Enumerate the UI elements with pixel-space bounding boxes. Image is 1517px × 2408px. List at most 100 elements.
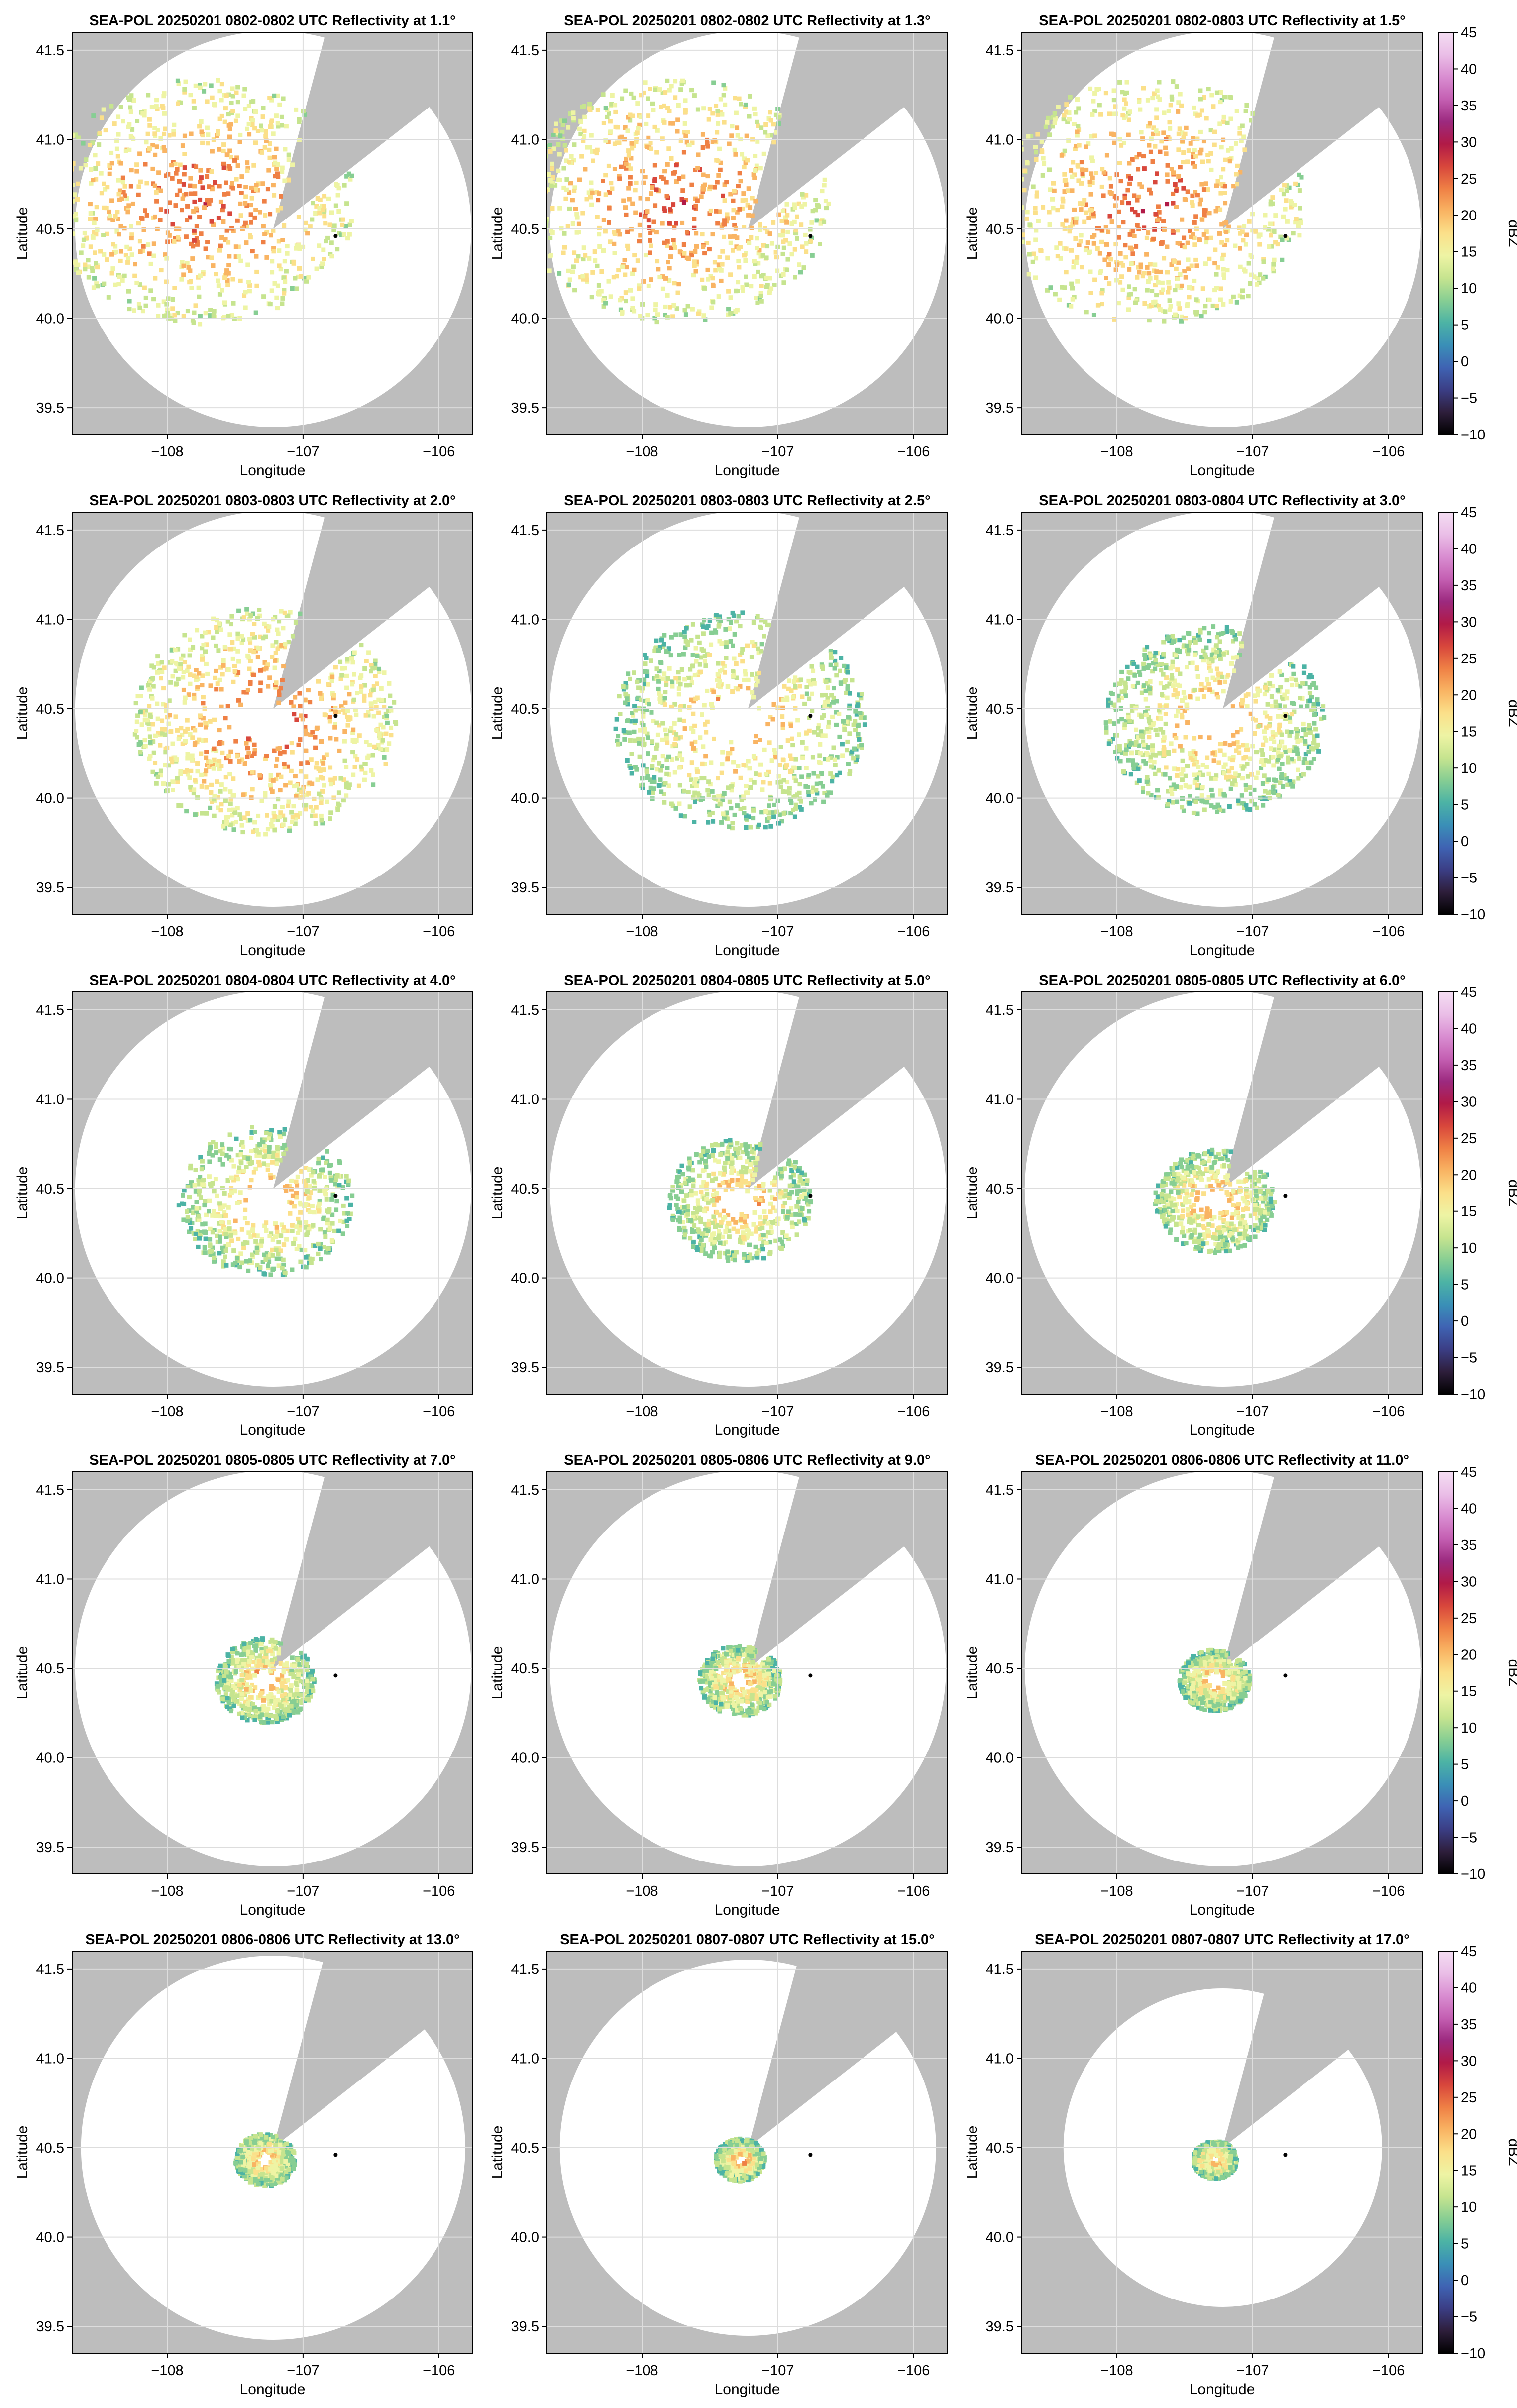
reflectivity-pixel <box>1284 198 1289 203</box>
reflectivity-pixel <box>206 630 211 635</box>
reflectivity-pixel <box>1236 801 1241 806</box>
reflectivity-pixel <box>603 192 608 197</box>
reflectivity-pixel <box>1166 280 1171 285</box>
reflectivity-pixel <box>731 613 736 618</box>
reflectivity-pixel <box>137 151 142 156</box>
reflectivity-pixel <box>1108 719 1112 724</box>
reflectivity-pixel <box>1118 759 1123 764</box>
reflectivity-pixel <box>248 235 253 240</box>
reflectivity-pixel <box>762 747 767 752</box>
y-tick-label: 40.5 <box>511 221 539 237</box>
reflectivity-pixel <box>845 739 850 744</box>
reflectivity-pixel <box>204 811 209 816</box>
reflectivity-pixel <box>181 687 186 692</box>
reflectivity-pixel <box>1146 124 1151 129</box>
reflectivity-pixel <box>1306 744 1311 749</box>
reflectivity-pixel <box>1088 192 1093 197</box>
reflectivity-pixel <box>658 768 663 773</box>
reflectivity-pixel <box>1076 106 1081 111</box>
reflectivity-pixel <box>780 714 785 719</box>
reflectivity-pixel <box>1226 148 1231 153</box>
reflectivity-pixel <box>210 149 215 154</box>
reflectivity-pixel <box>1212 142 1217 147</box>
reflectivity-pixel <box>1151 236 1156 241</box>
reflectivity-pixel <box>208 683 213 688</box>
reflectivity-pixel <box>203 738 208 743</box>
reflectivity-pixel <box>577 177 582 182</box>
reflectivity-pixel <box>1122 722 1127 727</box>
reflectivity-pixel <box>648 250 652 255</box>
reflectivity-pixel <box>628 112 633 117</box>
reflectivity-pixel <box>625 229 630 234</box>
reflectivity-pixel <box>369 702 374 707</box>
reflectivity-pixel <box>1066 138 1071 143</box>
reflectivity-pixel <box>696 152 701 157</box>
reflectivity-pixel <box>1302 757 1307 761</box>
reflectivity-pixel <box>608 119 613 124</box>
reflectivity-pixel <box>722 182 727 187</box>
reflectivity-pixel <box>299 769 304 774</box>
reflectivity-pixel <box>834 699 839 704</box>
reflectivity-pixel <box>193 83 198 88</box>
reflectivity-pixel <box>1200 772 1205 777</box>
reflectivity-pixel <box>682 814 687 819</box>
reflectivity-pixel <box>655 676 660 681</box>
reflectivity-pixel <box>163 126 168 131</box>
reflectivity-pixel <box>323 221 328 226</box>
reflectivity-pixel <box>269 288 274 293</box>
reflectivity-pixel <box>1222 95 1227 100</box>
reflectivity-pixel <box>75 197 80 202</box>
reflectivity-pixel <box>245 754 250 759</box>
reflectivity-pixel <box>783 215 788 220</box>
reflectivity-pixel <box>1247 807 1252 812</box>
reflectivity-pixel <box>159 660 164 665</box>
reflectivity-pixel <box>653 307 658 312</box>
reflectivity-pixel <box>746 677 751 682</box>
reflectivity-pixel <box>673 806 678 811</box>
reflectivity-pixel <box>601 298 606 303</box>
reflectivity-pixel <box>749 284 754 289</box>
reflectivity-pixel <box>178 661 183 666</box>
reflectivity-pixel <box>1125 664 1130 669</box>
reflectivity-pixel <box>655 742 660 747</box>
reflectivity-pixel <box>590 149 595 154</box>
reflectivity-pixel <box>737 207 742 212</box>
reflectivity-pixel <box>1079 207 1084 212</box>
reflectivity-pixel <box>706 792 711 797</box>
colorbar-tick-label: 5 <box>1461 318 1469 333</box>
reflectivity-pixel <box>557 206 562 211</box>
grid <box>547 32 948 435</box>
reflectivity-pixel <box>735 687 740 692</box>
reflectivity-pixel <box>542 262 547 267</box>
reflectivity-pixel <box>660 221 665 226</box>
reflectivity-pixel <box>1164 663 1169 668</box>
reflectivity-pixel <box>1183 197 1188 202</box>
reflectivity-pixel <box>282 765 287 770</box>
reflectivity-pixel <box>727 141 732 146</box>
reflectivity-pixel <box>797 766 802 770</box>
reflectivity-pixel <box>1207 639 1212 644</box>
reflectivity-pixel <box>829 655 834 660</box>
reflectivity-pixel <box>200 683 205 688</box>
reflectivity-pixel <box>1287 185 1292 190</box>
reflectivity-pixel <box>1112 140 1117 145</box>
reflectivity-pixel <box>795 792 799 797</box>
reflectivity-pixel <box>1294 727 1299 731</box>
reflectivity-pixel <box>1182 235 1187 240</box>
reflectivity-pixel <box>223 106 228 111</box>
reflectivity-pixel <box>665 106 670 110</box>
reflectivity-pixel <box>247 283 252 288</box>
reflectivity-pixel <box>288 780 293 785</box>
reflectivity-pixel <box>271 811 276 816</box>
reflectivity-pixel <box>1077 242 1082 247</box>
reflectivity-pixel <box>1137 99 1142 104</box>
reflectivity-pixel <box>833 763 838 767</box>
reflectivity-pixel <box>716 794 721 798</box>
reflectivity-pixel <box>1180 805 1185 810</box>
reflectivity-pixel <box>1169 167 1174 171</box>
reflectivity-pixel <box>649 146 653 151</box>
reflectivity-pixel <box>129 168 134 173</box>
reflectivity-pixel <box>272 748 277 753</box>
reflectivity-pixel <box>716 173 721 178</box>
reflectivity-pixel <box>1108 700 1113 705</box>
